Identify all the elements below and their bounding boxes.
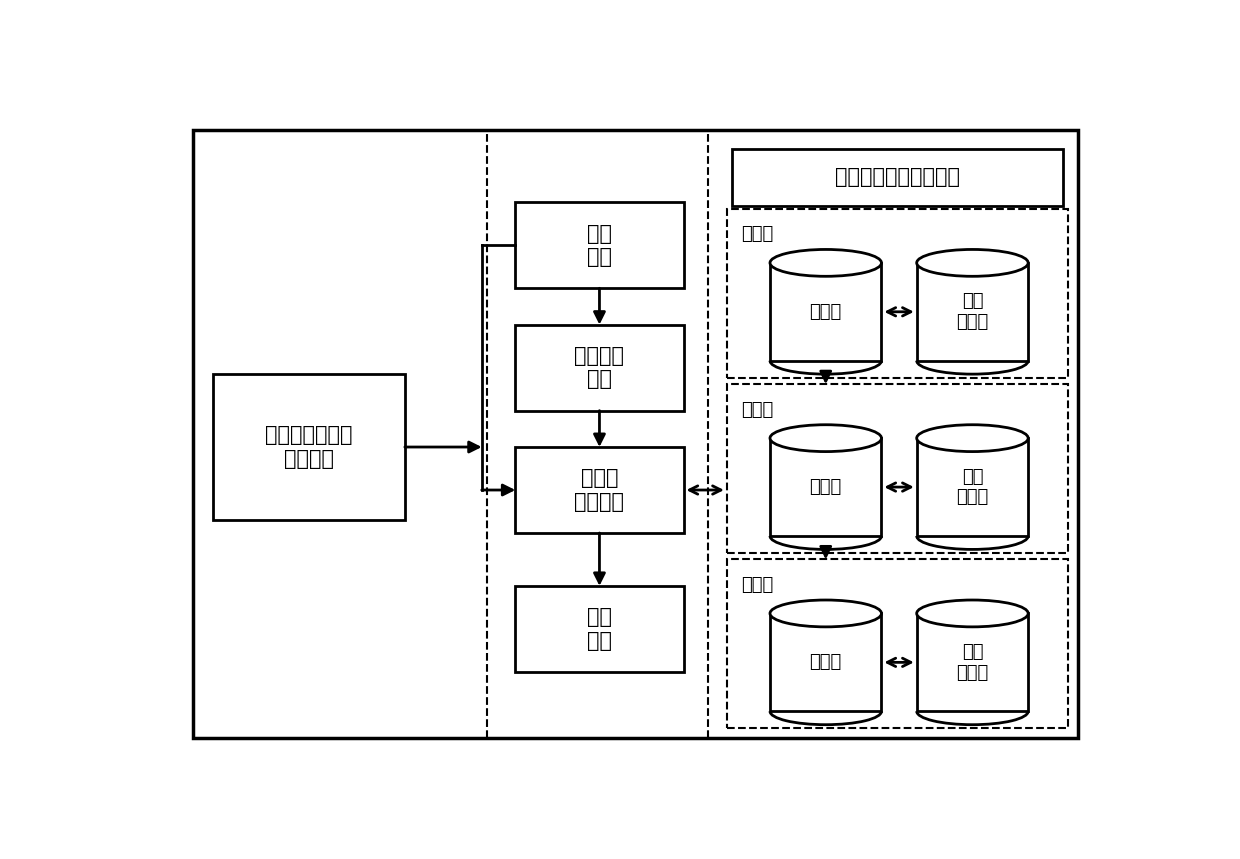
Bar	[916, 438, 1028, 536]
Bar	[516, 447, 683, 533]
Ellipse shape	[916, 600, 1028, 627]
Text: 第三级: 第三级	[742, 225, 774, 243]
Bar	[727, 559, 1068, 728]
Text: 遥感
数据库: 遥感 数据库	[956, 643, 988, 682]
Text: 索引库: 索引库	[810, 654, 842, 672]
Bar	[213, 375, 404, 520]
Bar	[727, 384, 1068, 553]
Ellipse shape	[916, 249, 1028, 277]
Bar	[732, 149, 1063, 205]
Bar	[770, 613, 882, 711]
Text: 第一级: 第一级	[742, 576, 774, 594]
Text: 地图
显示: 地图 显示	[587, 607, 613, 650]
Bar	[916, 263, 1028, 361]
Text: 影像索引
管理: 影像索引 管理	[574, 346, 625, 389]
Text: 遥感
数据库: 遥感 数据库	[956, 467, 988, 507]
Text: 数据库
操作接口: 数据库 操作接口	[574, 468, 625, 512]
Bar	[770, 438, 882, 536]
Text: 遥感
数据库: 遥感 数据库	[956, 292, 988, 332]
Text: 分布式遥感数据
管理方法: 分布式遥感数据 管理方法	[265, 425, 352, 469]
Bar	[516, 325, 683, 411]
Bar	[516, 203, 683, 289]
Ellipse shape	[916, 424, 1028, 452]
Bar	[916, 613, 1028, 711]
Bar	[516, 586, 683, 672]
Text: 第二级: 第二级	[742, 400, 774, 418]
Text: 索引库: 索引库	[810, 302, 842, 320]
Ellipse shape	[770, 249, 882, 277]
Ellipse shape	[770, 600, 882, 627]
Bar	[770, 263, 882, 361]
Text: 索引库: 索引库	[810, 478, 842, 497]
Text: 数据
管理: 数据 管理	[587, 223, 613, 267]
Text: 分布式数据库存储结构: 分布式数据库存储结构	[835, 168, 960, 187]
Bar	[727, 209, 1068, 378]
Ellipse shape	[770, 424, 882, 452]
